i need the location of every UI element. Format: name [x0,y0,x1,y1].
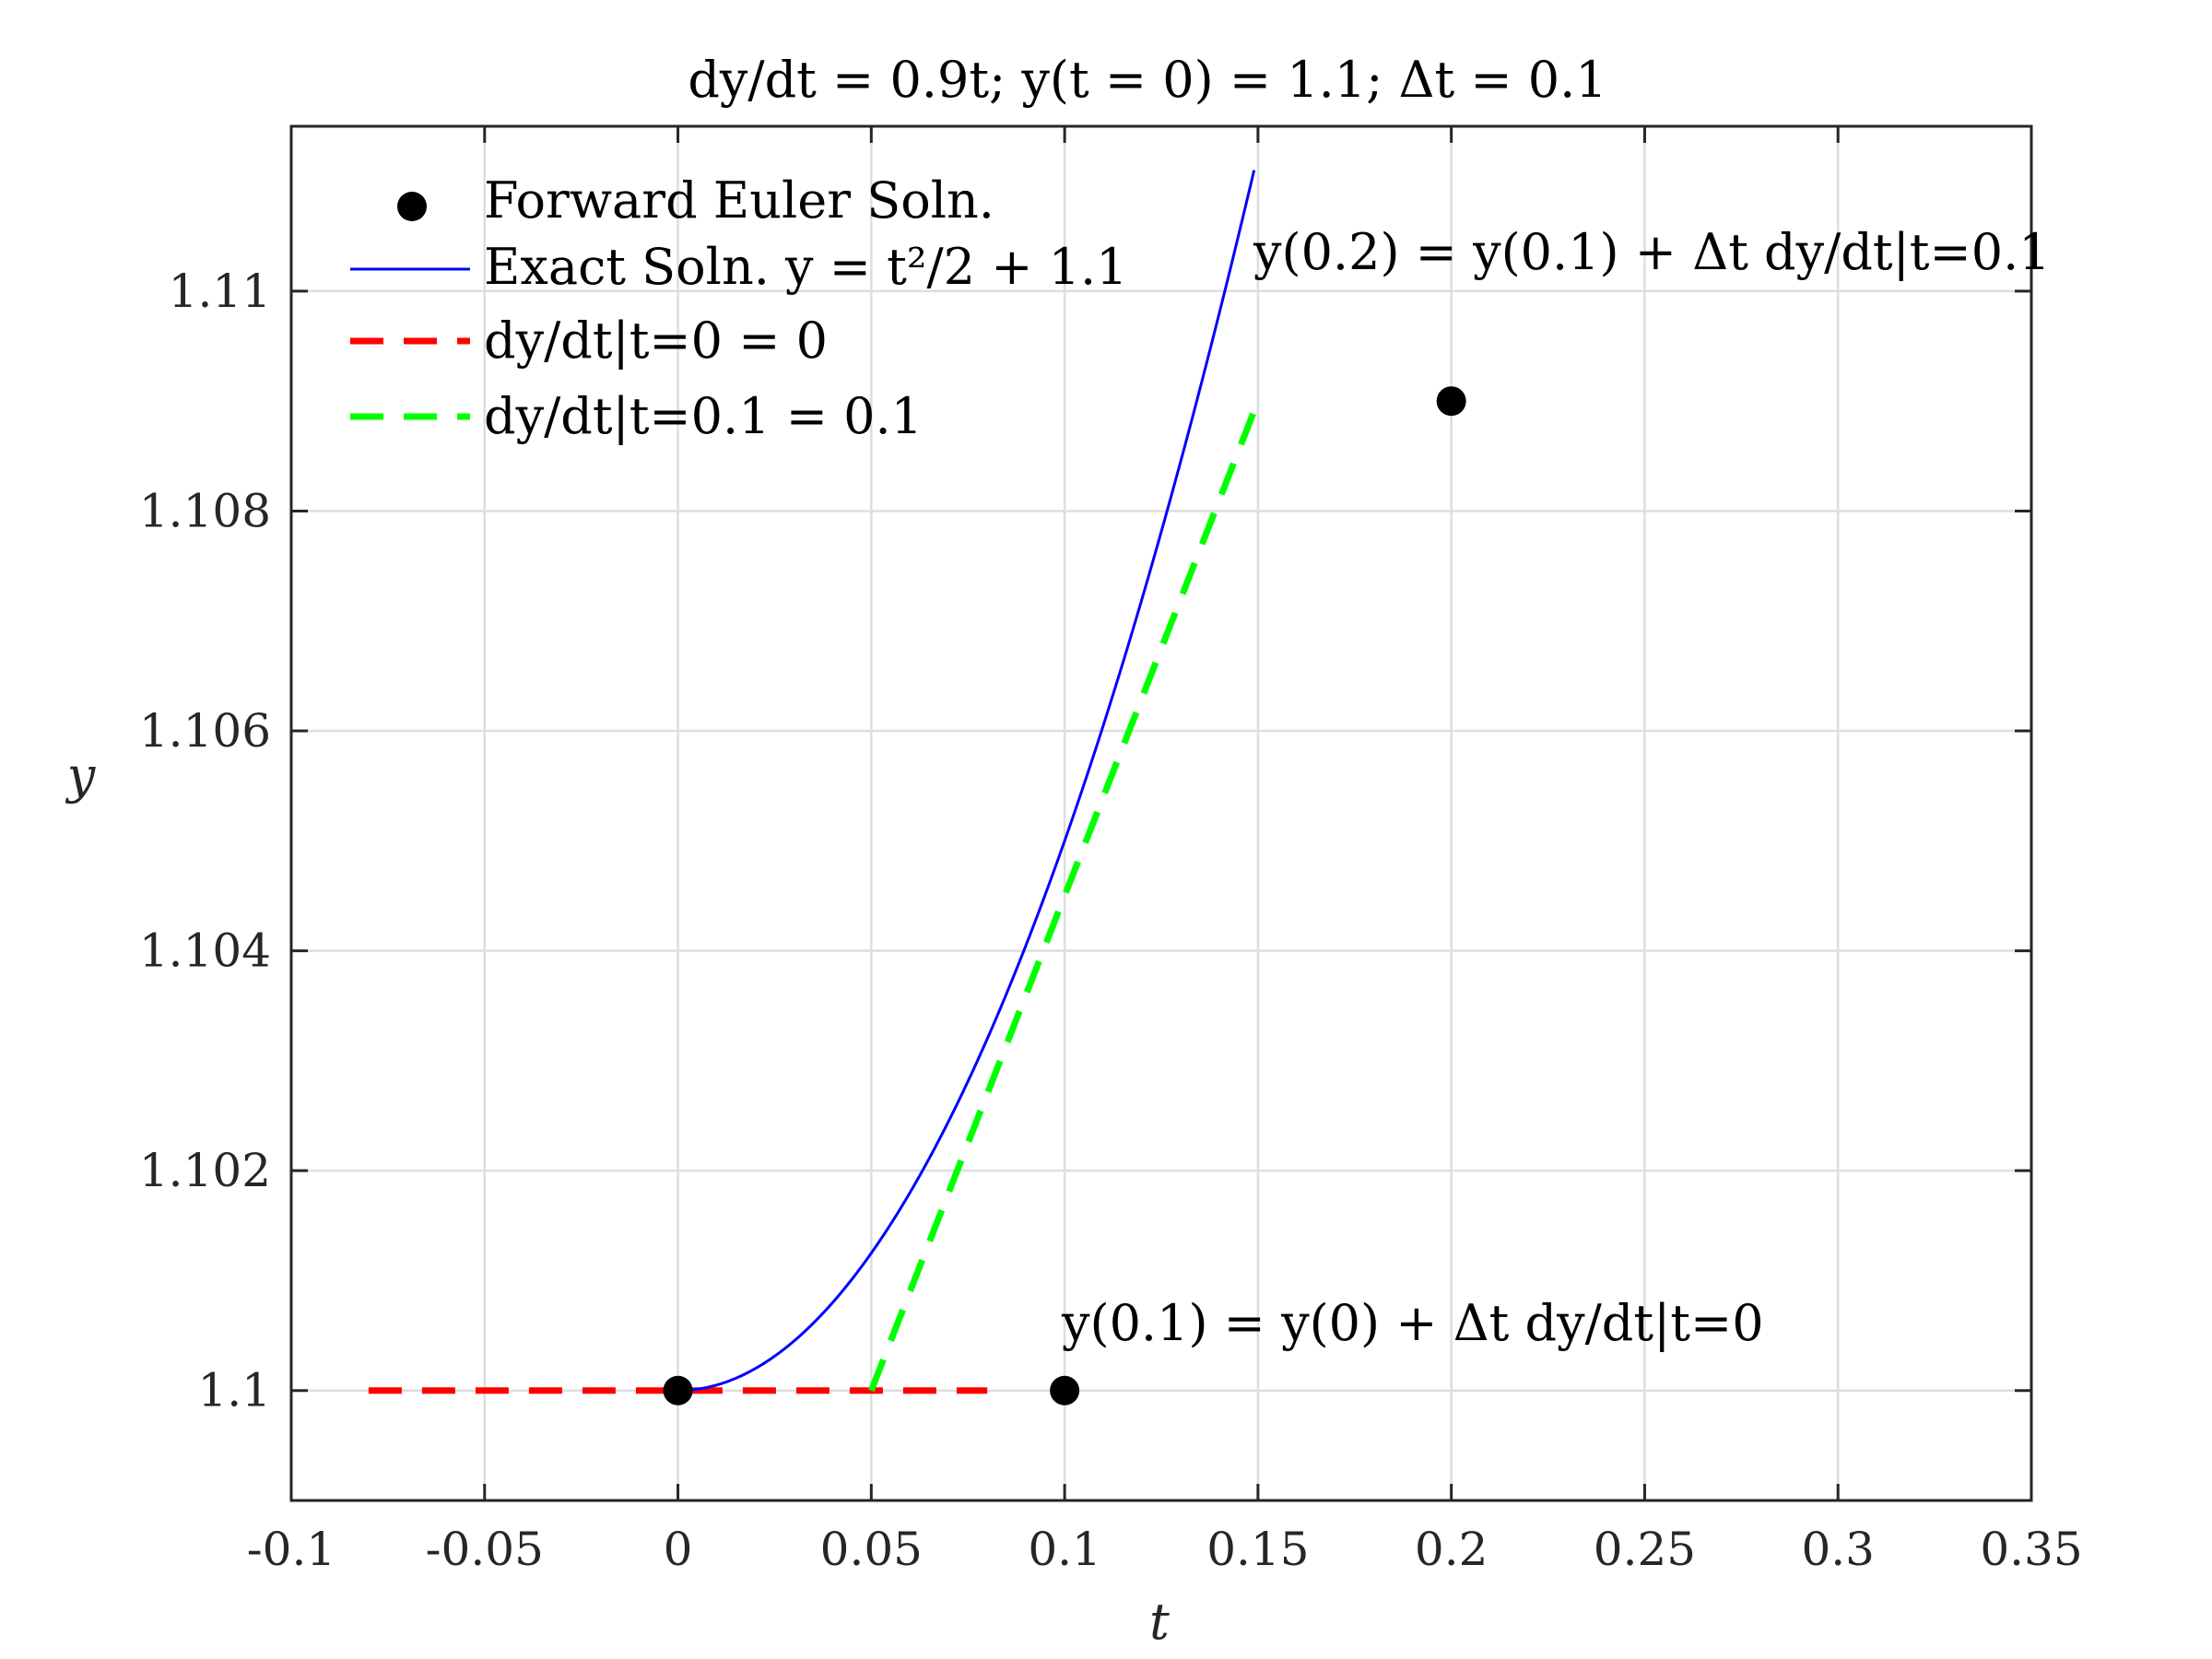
x-tick-label: 0 [664,1523,693,1576]
y-tick-label: 1.106 [139,704,271,758]
x-axis-label: t [1149,1593,1170,1651]
x-tick-label: 0.05 [820,1523,923,1576]
annotation-step-2: y(0.2) = y(0.1) + Δt dy/dt|t=0.1 [1253,223,2051,281]
x-tick-label: 0.35 [1980,1523,2082,1576]
tangent-line-t01 [868,399,1262,1392]
legend-label: Forward Euler Soln. [484,171,994,229]
y-tick-label: 1.108 [139,484,271,537]
annotation-step-1: y(0.1) = y(0) + Δt dy/dt|t=0 [1061,1294,1764,1352]
plot-area [368,170,1466,1406]
x-tick-label: -0.05 [426,1523,544,1576]
tick-labels: -0.1 -0.05 0 0.05 0.1 0.15 0.2 0.25 0.3 0.35 1.1 1.… [139,265,2083,1576]
x-tick-label: -0.1 [247,1523,335,1576]
annotations: y(0.2) = y(0.1) + Δt dy/dt|t=0.1 y(0.1) =… [1061,223,2051,1352]
legend-label: dy/dt|t=0 = 0 [484,312,828,370]
y-tick-label: 1.104 [139,924,271,978]
legend-label: Exact Soln. y = t²/2 + 1.1 [484,238,1128,296]
euler-point [1436,386,1466,417]
euler-point [1050,1375,1080,1406]
axes-box [289,124,2033,1502]
chart-title: dy/dt = 0.9t; y(t = 0) = 1.1; Δt = 0.1 [688,51,1606,109]
x-tick-label: 0.25 [1594,1523,1696,1576]
y-axis-label: y [65,747,97,805]
y-tick-label: 1.102 [139,1144,271,1197]
y-tick-label: 1.11 [169,265,271,318]
legend: Forward Euler Soln. Exact Soln. y = t²/2 … [350,171,1128,445]
x-tick-label: 0.3 [1801,1523,1875,1576]
axes [289,124,2033,1502]
x-tick-label: 0.2 [1415,1523,1488,1576]
x-tick-label: 0.1 [1028,1523,1101,1576]
legend-marker-euler [397,192,427,221]
euler-point [663,1375,693,1406]
legend-label: dy/dt|t=0.1 = 0.1 [484,387,923,445]
x-tick-label: 0.15 [1206,1523,1309,1576]
y-tick-label: 1.1 [197,1364,271,1418]
exact-solution-curve [677,170,1256,1393]
